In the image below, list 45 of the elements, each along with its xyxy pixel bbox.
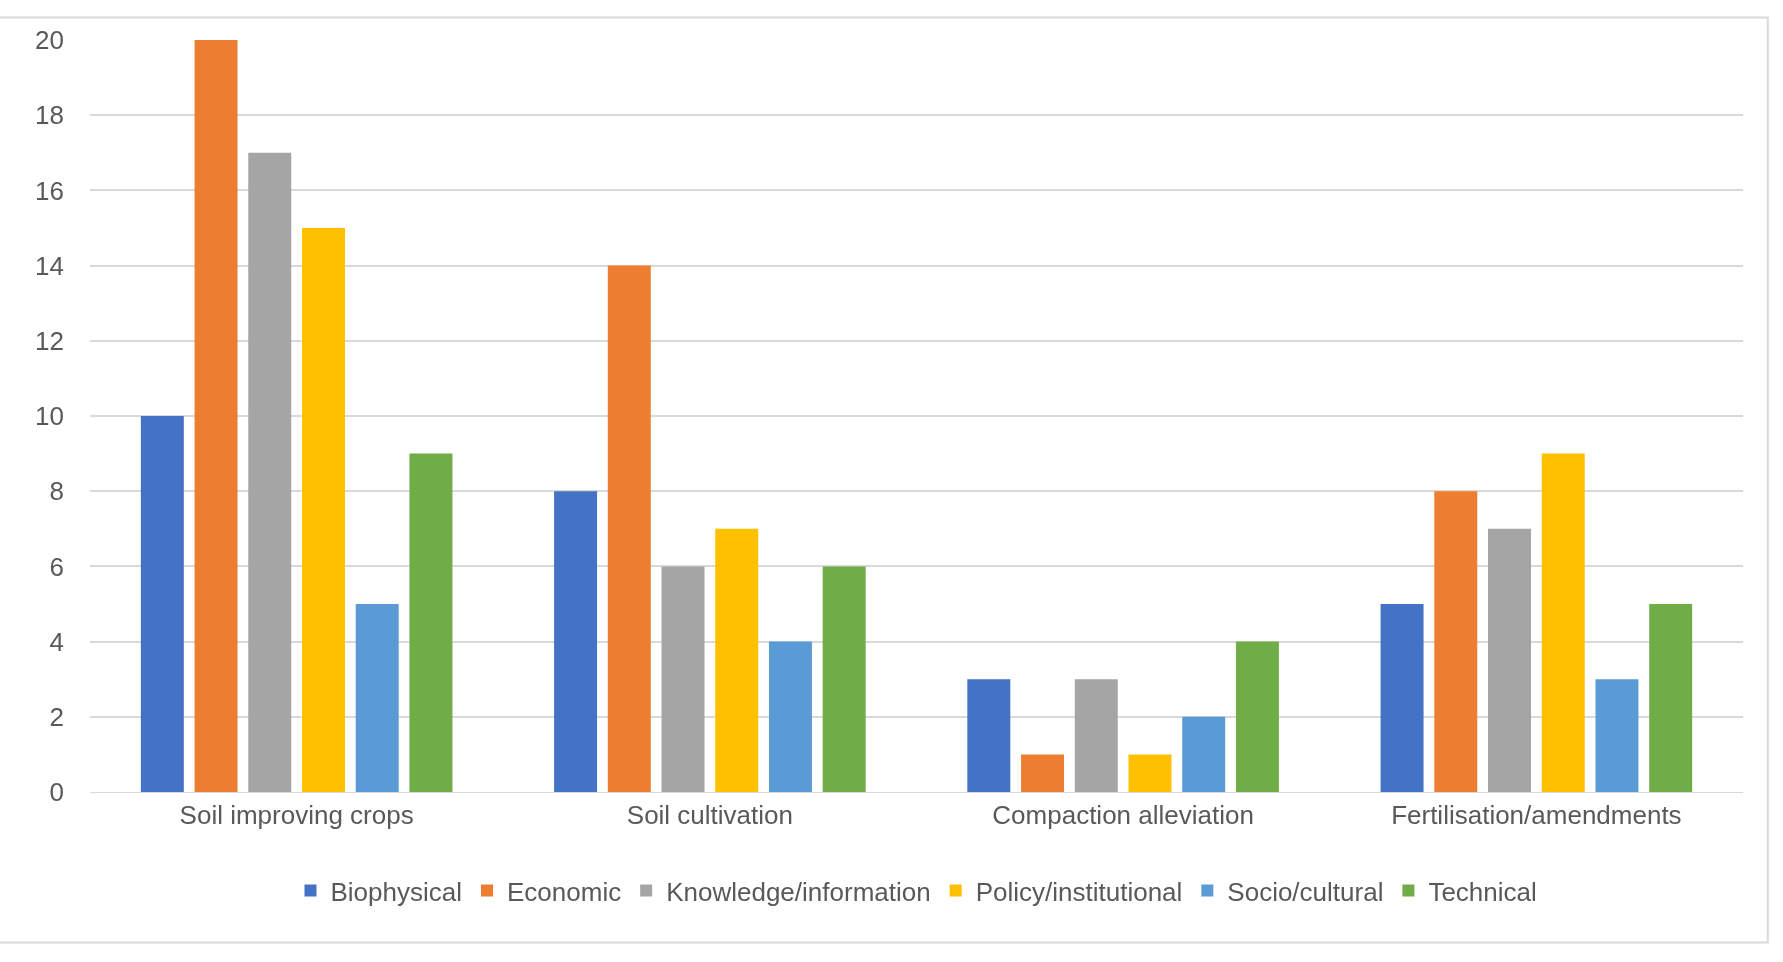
bar [140, 416, 184, 792]
bar [194, 40, 238, 792]
y-tick-label: 16 [35, 175, 64, 206]
bar [1488, 528, 1531, 792]
bar [1128, 754, 1172, 792]
y-tick-label: 10 [35, 401, 64, 432]
bar [1649, 604, 1693, 792]
bar [1235, 641, 1279, 792]
bar [1074, 679, 1118, 792]
bar [661, 566, 705, 792]
bar [409, 453, 453, 792]
y-tick-label: 18 [35, 100, 64, 131]
x-tick-label: Compaction alleviation [992, 800, 1254, 831]
bar [1595, 679, 1639, 792]
legend-label: Economic [507, 876, 622, 907]
bar [607, 265, 651, 792]
bar [554, 491, 598, 792]
x-tick-label: Fertilisation/amendments [1391, 800, 1682, 831]
bar [822, 566, 866, 792]
legend-label: Policy/institutional [975, 876, 1183, 907]
y-tick-label: 4 [49, 626, 64, 657]
bar [1541, 453, 1585, 792]
bar [967, 679, 1011, 792]
y-tick-label: 14 [35, 250, 64, 281]
legend-label: Technical [1428, 876, 1537, 907]
bar [1434, 491, 1478, 792]
bar [715, 528, 759, 792]
y-tick-label: 8 [49, 476, 64, 507]
x-tick-label: Soil cultivation [626, 800, 793, 831]
bar [248, 152, 292, 792]
legend-label: Socio/cultural [1227, 876, 1384, 907]
bar [1021, 754, 1065, 792]
x-tick-label: Soil improving crops [179, 800, 414, 831]
bar [1182, 716, 1226, 792]
bar [1380, 604, 1424, 792]
y-tick-label: 2 [49, 701, 64, 732]
y-tick-label: 0 [49, 777, 64, 808]
y-tick-label: 6 [49, 551, 64, 582]
y-tick-label: 20 [35, 25, 64, 56]
legend-label: Biophysical [330, 876, 463, 907]
bar [302, 228, 345, 792]
y-tick-label: 12 [35, 325, 64, 356]
bar [355, 604, 399, 792]
bar [768, 641, 812, 792]
legend-label: Knowledge/information [666, 876, 931, 907]
